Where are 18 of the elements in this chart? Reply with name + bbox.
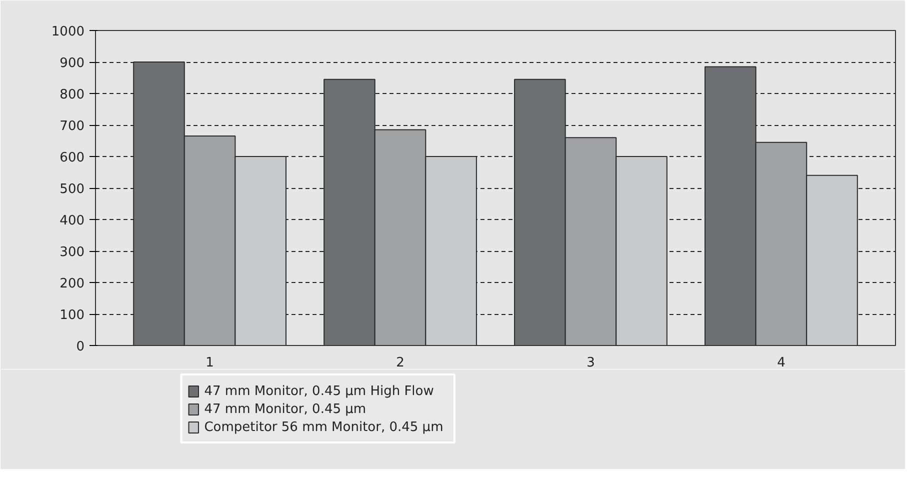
x-tick-label: 1 — [206, 356, 214, 370]
x-tick-label: 3 — [586, 356, 595, 370]
x-tick-label: 2 — [396, 356, 404, 370]
y-tick-label: 0 — [76, 340, 85, 354]
legend-label: 47 mm Monitor, 0.45 µm — [204, 402, 366, 417]
y-tick-label: 600 — [60, 150, 85, 166]
y-tick-label: 200 — [60, 276, 85, 292]
y-tick-label: 400 — [60, 214, 85, 228]
y-tick-label: 500 — [60, 182, 85, 197]
legend-label: 47 mm Monitor, 0.45 µm High Flow — [204, 384, 434, 399]
y-tick-label: 300 — [60, 245, 85, 260]
y-tick-label: 100 — [60, 308, 85, 323]
y-tick-label: 1000 — [51, 24, 85, 40]
y-tick-label: 800 — [60, 88, 85, 102]
legend-label: Competitor 56 mm Monitor, 0.45 µm — [204, 420, 444, 435]
y-tick-label: 900 — [60, 56, 85, 71]
y-tick-label: 700 — [60, 119, 85, 134]
x-tick-label: 4 — [777, 356, 786, 370]
